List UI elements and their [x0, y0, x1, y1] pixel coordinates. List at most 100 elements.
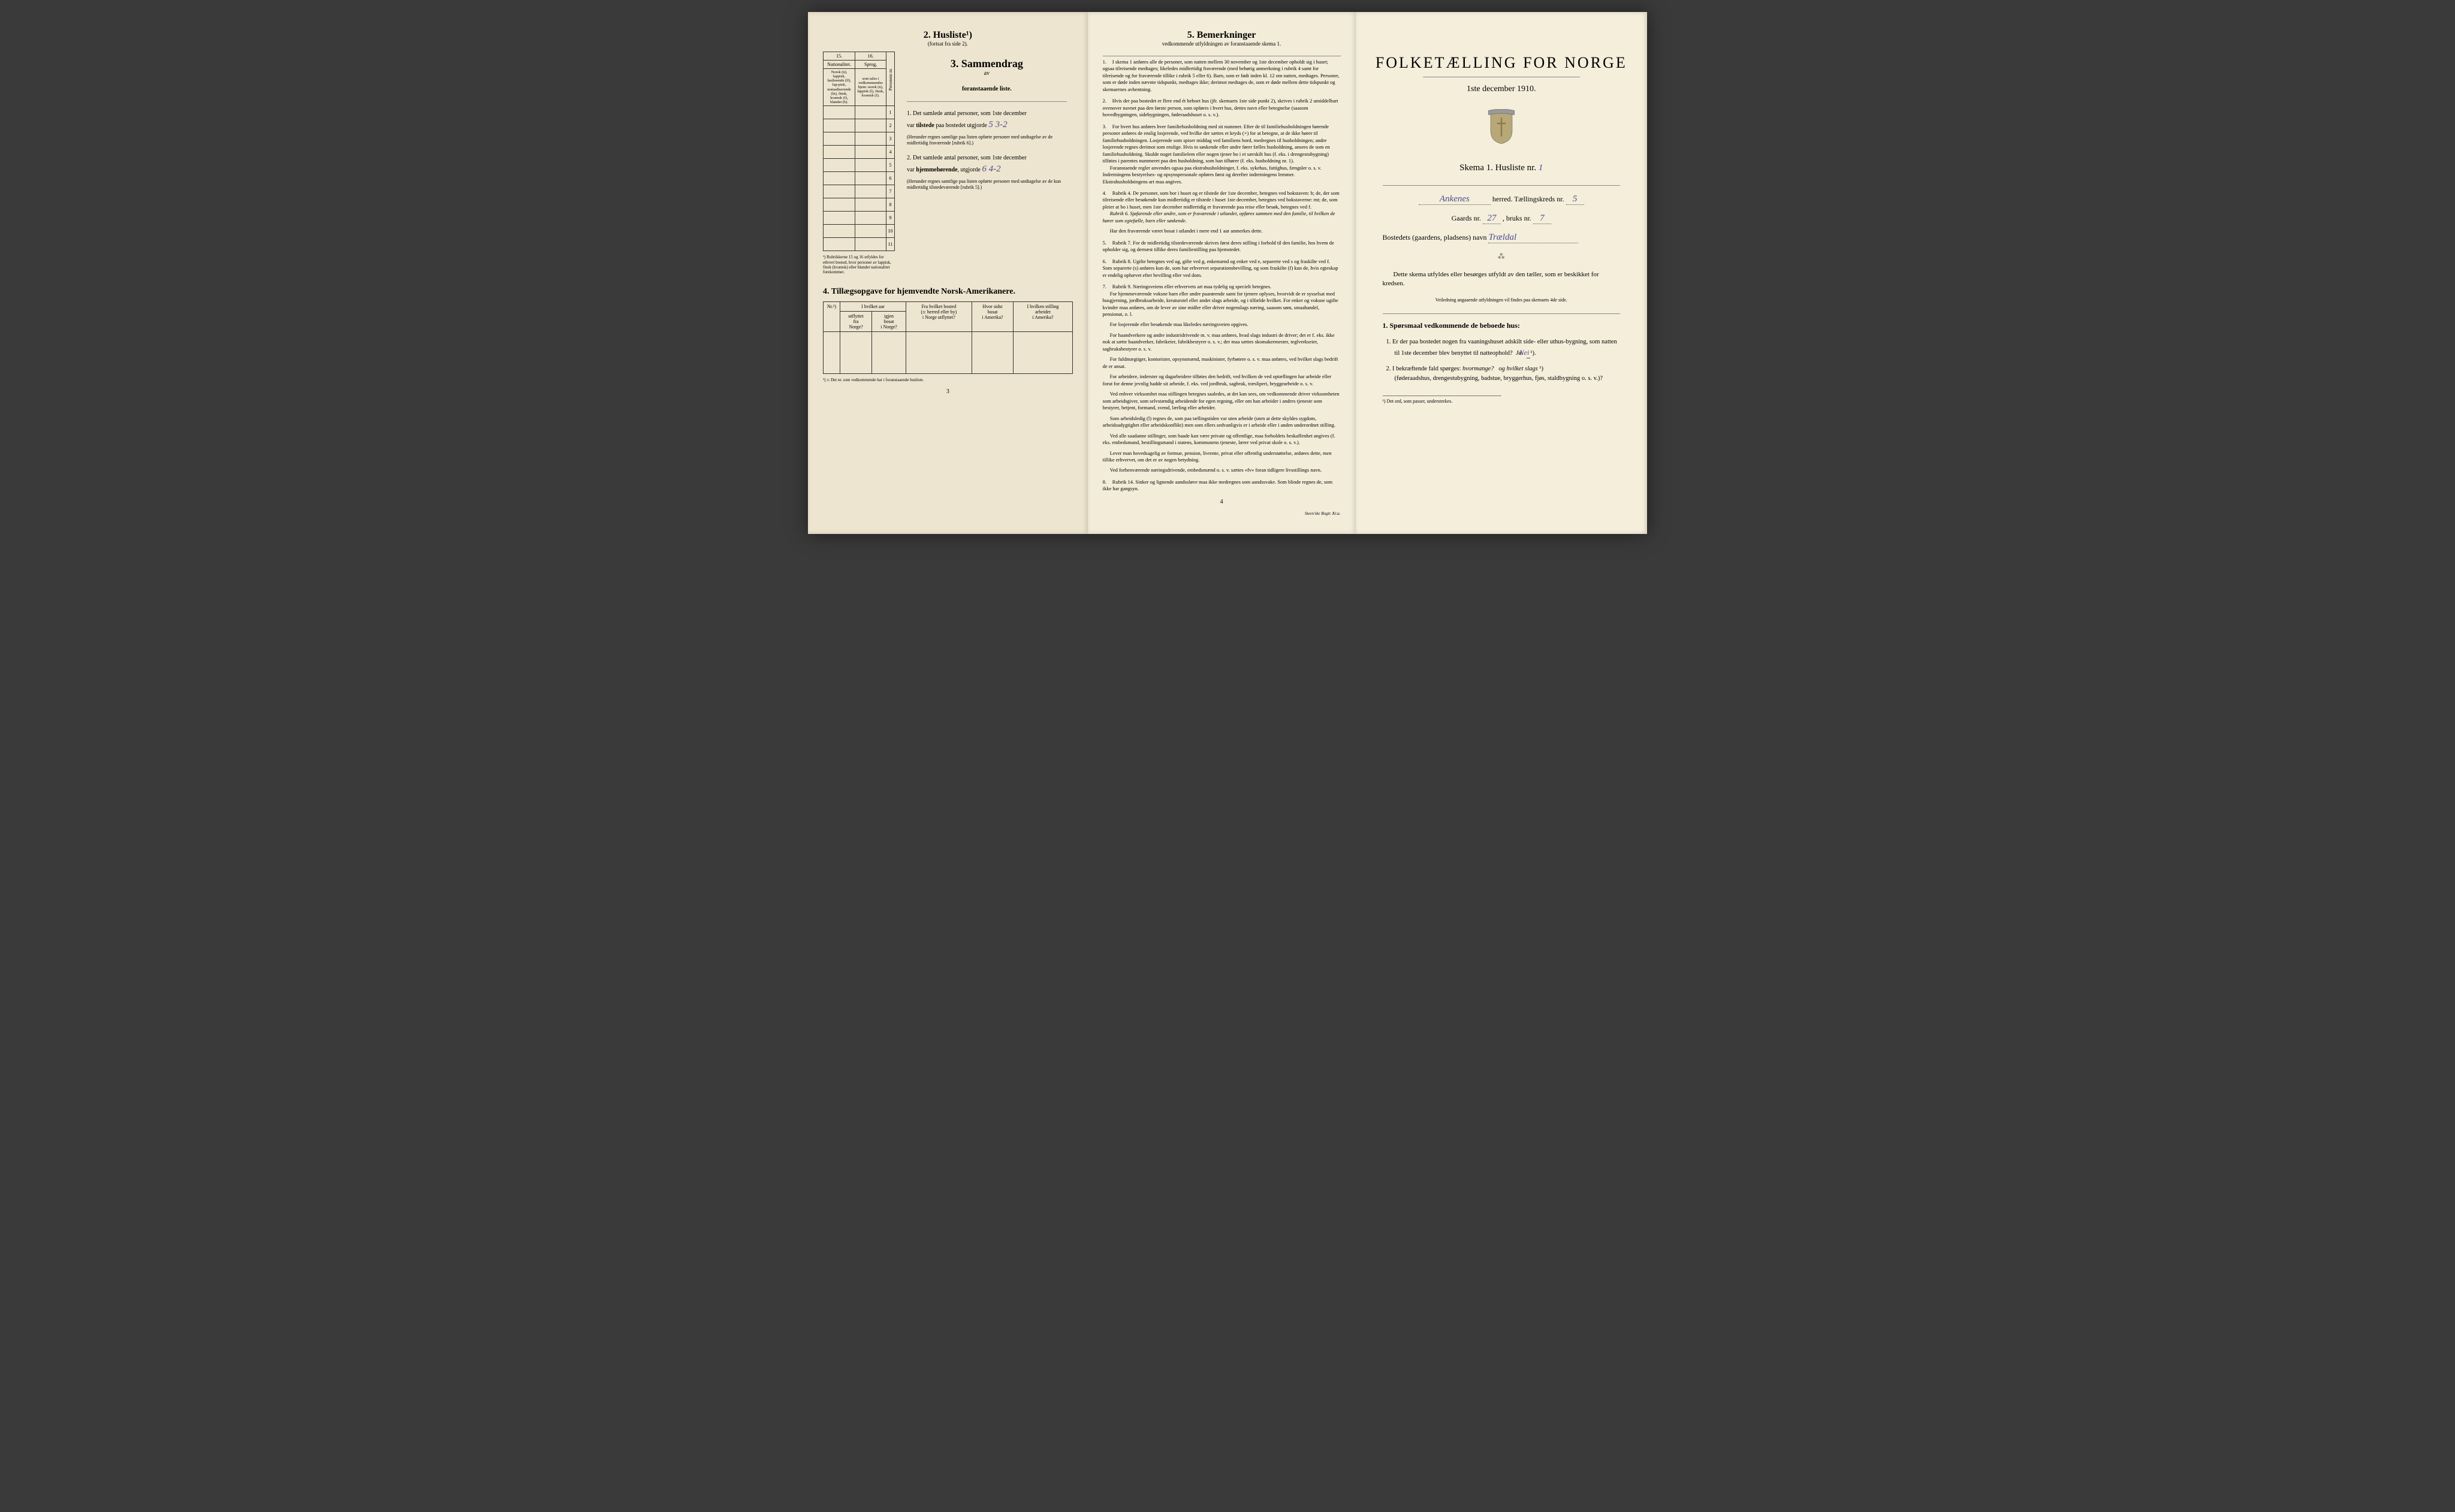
person-nr-label: Personens nr.	[886, 52, 895, 106]
bosted-line: Bostedets (gaardens, pladsens) navn Træl…	[1383, 233, 1621, 243]
q1-nei: Nei	[1519, 348, 1530, 357]
tillaeg-stilling-header: I hvilken stilling arbeidet i Amerika?	[1014, 301, 1072, 331]
q1-num: 1.	[1386, 339, 1391, 345]
item2-note: (Herunder regnes samtlige paa listen opf…	[907, 179, 1067, 191]
bemerkninger-item: 3. For hvert hus anføres hver familiehus…	[1103, 123, 1341, 185]
bosted-value: Trældal	[1488, 233, 1578, 243]
gaards-value: 27	[1483, 213, 1501, 224]
q1-sup: ¹).	[1530, 350, 1536, 357]
item2-hjemme: hjemmehørende	[916, 167, 957, 173]
kreds-value: 5	[1566, 194, 1584, 205]
husliste-row: 3	[824, 132, 895, 146]
row-number: 8	[886, 198, 895, 212]
husliste-header: 2. Husliste¹) (fortsat fra side 2).	[823, 30, 1073, 47]
row-number: 1	[886, 106, 895, 119]
herred-label: herred. Tællingskreds nr.	[1492, 195, 1564, 203]
page-3: FOLKETÆLLING FOR NORGE 1ste december 191…	[1356, 12, 1648, 534]
tillaeg-amerika-header: Hvor sidst bosat i Amerika?	[972, 301, 1014, 331]
bemerkninger-item: 8. Rubrik 14. Sinker og lignende aandssl…	[1103, 479, 1341, 493]
husliste-footnote: ¹) Rubrikkerne 15 og 16 utfyldes for eth…	[823, 255, 895, 275]
item1-text: Det samlede antal personer, som 1ste dec…	[913, 110, 1027, 117]
tiny-instruction: Veiledning angaaende utfyldningen vil fi…	[1383, 297, 1621, 303]
tillaeg-empty-row	[824, 331, 1073, 373]
husliste-row: 5	[824, 159, 895, 172]
bruks-label: , bruks nr.	[1503, 214, 1531, 222]
bosted-label: Bostedets (gaardens, pladsens) navn	[1383, 233, 1487, 242]
husliste-row: 4	[824, 146, 895, 159]
tillaeg-igjen-header: igjen bosat i Norge?	[872, 311, 906, 331]
row-number: 10	[886, 225, 895, 238]
item2-num: 2.	[907, 155, 912, 161]
bemerkninger-item: 4. Rubrik 4. De personer, som bor i huse…	[1103, 190, 1341, 235]
skema-label: Skema 1. Husliste nr.	[1459, 163, 1536, 173]
tillaeg-bosted-header: Fra hvilket bosted (ɔ: herred eller by) …	[906, 301, 972, 331]
item1-tilstede: tilstede	[916, 122, 934, 129]
q1-text: Er der paa bostedet nogen fra vaaningshu…	[1392, 339, 1617, 357]
husliste-subtitle: (fortsat fra side 2).	[823, 41, 1073, 47]
item1-line2c: paa bostedet utgjorde	[934, 122, 987, 129]
skema-value: 1	[1539, 163, 1543, 173]
husliste-row: 9	[824, 212, 895, 225]
item1-value: 5 3-2	[988, 120, 1007, 129]
bruks-value: 7	[1533, 213, 1551, 224]
printer-credit: Steen'ske Bogtr. Kr.a.	[1103, 511, 1341, 516]
main-date: 1ste december 1910.	[1371, 84, 1633, 94]
row-number: 4	[886, 146, 895, 159]
item1-num: 1.	[907, 110, 912, 117]
tillaeg-footnote: ²) ɔ: Det nr. som vedkommende har i fora…	[823, 378, 1073, 382]
item2-line2a: var	[907, 167, 916, 173]
q2-text-c: og hvilket slags	[1498, 366, 1537, 372]
item2-value: 6 4-2	[982, 164, 1000, 174]
ornament-icon: ⁂	[1383, 252, 1621, 261]
row-number: 3	[886, 132, 895, 146]
row-number: 7	[886, 185, 895, 198]
herred-line: Ankenes herred. Tællingskreds nr. 5	[1383, 194, 1621, 205]
census-document: 2. Husliste¹) (fortsat fra side 2). 1 5. …	[808, 12, 1647, 534]
question-header: 1. Spørsmaal vedkommende de beboede hus:	[1383, 321, 1621, 330]
tillaeg-table: Nr.²) I hvilket aar Fra hvilket bosted (…	[823, 301, 1073, 374]
sammendrag-title: 3. Sammendrag	[907, 58, 1067, 70]
sammendrag-item-1: 1. Det samlede antal personer, som 1ste …	[907, 109, 1067, 146]
bemerkninger-item: 5. Rubrik 7. For de midlertidig tilstede…	[1103, 240, 1341, 253]
tillaeg-utflyttet-header: utflyttet fra Norge?	[840, 311, 872, 331]
item1-note: (Herunder regnes samtlige paa listen opf…	[907, 134, 1067, 147]
husliste-table: 15. 16. Personens nr. Nationalitet. Spro…	[823, 52, 895, 251]
row-number: 11	[886, 238, 895, 251]
sprog-label: Sprog,	[855, 61, 886, 69]
husliste-title: 2. Husliste¹)	[823, 30, 1073, 41]
item2-line2c: , utgjorde	[958, 167, 981, 173]
row-number: 2	[886, 119, 895, 132]
husliste-row: 11	[824, 238, 895, 251]
nationalitet-desc: Norsk (n), lappisk, fastboende (lf), lap…	[824, 69, 855, 106]
bemerkninger-list: 1. I skema 1 anføres alle de personer, s…	[1103, 59, 1341, 493]
q2-text-d: ¹)	[1539, 366, 1543, 372]
husliste-row: 2	[824, 119, 895, 132]
question-1: 1. Er der paa bostedet nogen fra vaaning…	[1395, 337, 1621, 359]
husliste-row: 8	[824, 198, 895, 212]
page-1: 2. Husliste¹) (fortsat fra side 2). 15. …	[808, 12, 1088, 534]
page2-number: 4	[1103, 499, 1341, 505]
q2-text-a: I bekræftende fald spørges:	[1392, 366, 1462, 372]
q2-num: 2.	[1386, 366, 1391, 372]
herred-value: Ankenes	[1419, 194, 1491, 205]
sammendrag-sub2: foranstaaende liste.	[907, 86, 1067, 92]
bemerkninger-subtitle: vedkommende utfyldningen av foranstaaend…	[1103, 41, 1341, 47]
main-title: FOLKETÆLLING FOR NORGE	[1371, 54, 1633, 72]
col-15-num: 15.	[824, 52, 855, 61]
tillaeg-nr-header: Nr.²)	[824, 301, 840, 331]
item1-line2a: var	[907, 122, 916, 129]
husliste-row: 7	[824, 185, 895, 198]
tillaeg-aar-header: I hvilket aar	[840, 301, 906, 311]
q2-text-e: (føderaadshus, drengestubygning, badstue…	[1395, 375, 1603, 382]
row-number: 6	[886, 172, 895, 185]
sammendrag-item-2: 2. Det samlede antal personer, som 1ste …	[907, 153, 1067, 191]
item2-text: Det samlede antal personer, som 1ste dec…	[913, 155, 1027, 161]
husliste-row: 10	[824, 225, 895, 238]
husliste-row: 1	[824, 106, 895, 119]
skema-line: Skema 1. Husliste nr. 1	[1383, 163, 1621, 173]
bemerkninger-title: 5. Bemerkninger	[1103, 30, 1341, 41]
tillaeg-title: 4. Tillægsopgave for hjemvendte Norsk-Am…	[823, 287, 1073, 297]
sprog-desc: som tales i vedkommendes hjem: norsk (n)…	[855, 69, 886, 106]
sammendrag-section: 3. Sammendrag av foranstaaende liste. 1.…	[901, 52, 1073, 204]
bemerkninger-item: 7. Rubrik 9. Næringsveiens eller erhverv…	[1103, 283, 1341, 474]
